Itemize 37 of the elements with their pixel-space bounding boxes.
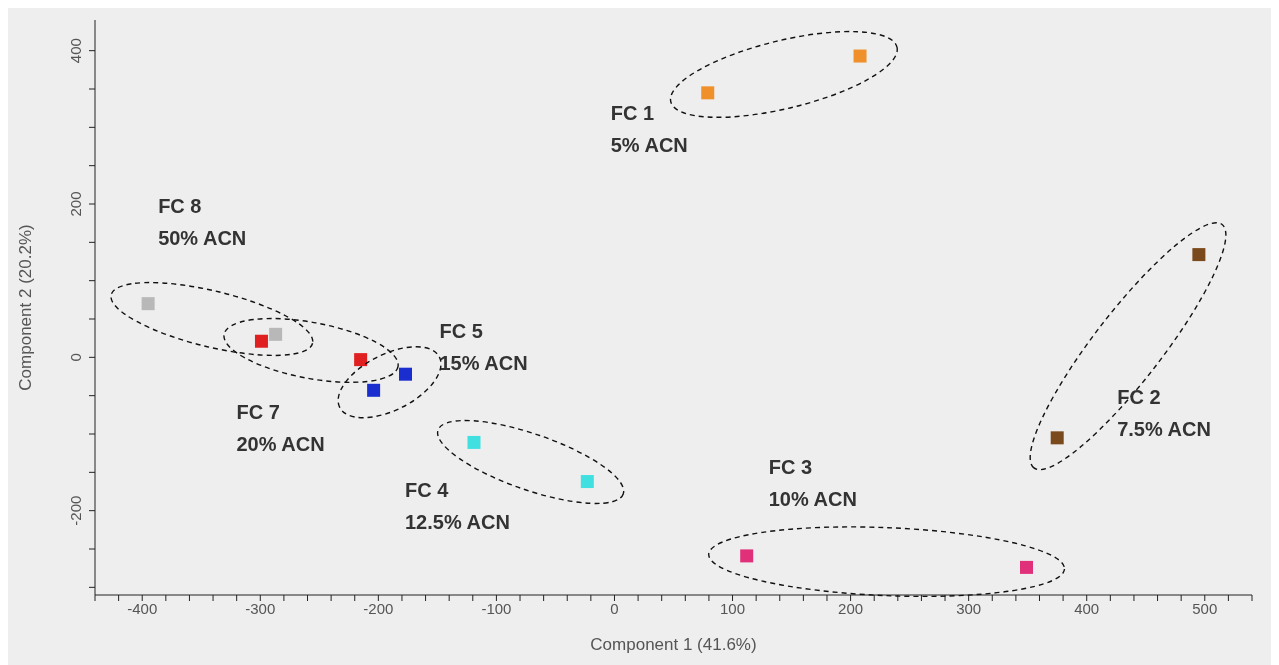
- point: [701, 86, 715, 100]
- x-tick-label: -400: [127, 599, 158, 617]
- y-tick-label: -200: [67, 495, 84, 526]
- x-tick-label: 0: [610, 599, 619, 617]
- series-label: FC 5 15% ACN: [439, 320, 528, 375]
- text: FC 3 10% ACN: [768, 455, 857, 510]
- point: [367, 383, 381, 397]
- point: [740, 549, 754, 563]
- x-tick-label: -100: [481, 599, 512, 617]
- point: [1050, 431, 1064, 445]
- x-tick-label: 100: [720, 599, 746, 617]
- y-tick-label: 0: [67, 353, 84, 362]
- y-tick-label: 400: [67, 38, 84, 64]
- point: [254, 334, 268, 348]
- point: [853, 49, 867, 63]
- point: [269, 327, 283, 341]
- x-axis-title: Component 1 (41.6%): [590, 635, 757, 654]
- x-tick-label: 300: [956, 599, 982, 617]
- x-tick-label: 400: [1074, 599, 1100, 617]
- point: [1192, 248, 1206, 262]
- point: [399, 367, 412, 381]
- text: FC 8 50% ACN: [158, 194, 247, 249]
- text: FC 2 7.5% ACN: [1117, 385, 1211, 440]
- x-tick-label: -200: [363, 599, 394, 617]
- x-tick-label: 500: [1192, 599, 1218, 617]
- point: [141, 297, 155, 311]
- text: FC 7 20% ACN: [236, 401, 325, 456]
- y-axis-title: Component 2 (20.2%): [16, 224, 36, 391]
- y-tick-label: 200: [67, 191, 84, 217]
- text: FC 4 12.5% ACN: [404, 479, 510, 534]
- point: [1020, 560, 1033, 574]
- point: [354, 353, 368, 367]
- point: [467, 435, 481, 449]
- x-tick-label: 200: [838, 599, 864, 617]
- x-tick-label: -300: [245, 599, 276, 617]
- point: [580, 475, 594, 489]
- series-label: FC 1 5% ACN: [610, 101, 688, 156]
